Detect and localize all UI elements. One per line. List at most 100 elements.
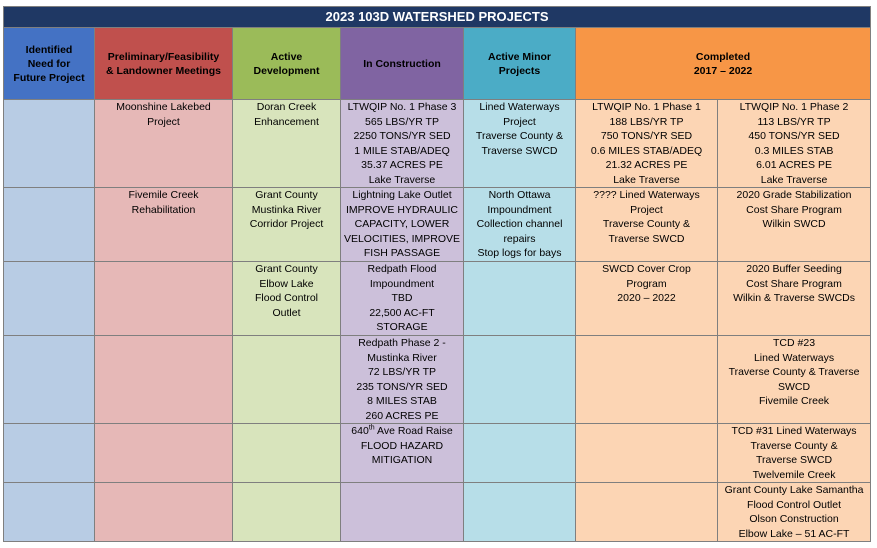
cell-line: Traverse County & bbox=[750, 439, 838, 452]
cell-line: Wilkin SWCD bbox=[762, 218, 826, 230]
cell-in-construction: Redpath Phase 2 - Mustinka River 72 LBS/YR… bbox=[340, 335, 464, 424]
cell-line: ???? Lined Waterways bbox=[593, 189, 700, 201]
header-active-development: Active Development bbox=[232, 27, 341, 100]
cell-line: Project bbox=[147, 115, 180, 128]
cell-line: Flood Control Outlet bbox=[747, 498, 842, 511]
cell-line: 22,500 AC-FT bbox=[369, 306, 435, 319]
cell-line: Traverse SWCD bbox=[756, 454, 833, 466]
cell-active-development bbox=[232, 423, 341, 483]
cell-completed: 2020 Buffer Seeding Cost Share Program Wil… bbox=[716, 261, 872, 336]
header-text: 2017 – 2022 bbox=[693, 64, 753, 77]
cell-completed: TCD #31 Lined Waterways Traverse County &… bbox=[716, 423, 872, 483]
table-row: Redpath Phase 2 - Mustinka River 72 LBS/YR… bbox=[3, 335, 872, 424]
cell-line: 750 TONS/YR SED bbox=[600, 130, 693, 142]
cell-line: Grant County bbox=[255, 263, 318, 275]
cell-line: Traverse County & Traverse bbox=[728, 366, 860, 378]
cell-completed bbox=[575, 423, 718, 483]
cell-completed bbox=[575, 482, 718, 542]
cell-identified bbox=[3, 261, 95, 336]
cell-line: repairs bbox=[503, 232, 536, 245]
table-row: Moonshine Lakebed Project Doran Creek Enhan… bbox=[3, 99, 872, 188]
cell-line: STORAGE bbox=[376, 321, 428, 333]
cell-line: TBD bbox=[391, 292, 413, 304]
cell-completed: ???? Lined Waterways Project Traverse Coun… bbox=[575, 187, 718, 262]
cell-preliminary bbox=[94, 335, 233, 424]
cell-active-development: Grant County Elbow Lake Flood Control Outle… bbox=[232, 261, 341, 336]
cell-line: Lined Waterways bbox=[479, 101, 560, 113]
cell-line: 72 LBS/YR TP bbox=[367, 366, 437, 378]
cell-line: 2020 Buffer Seeding bbox=[746, 263, 842, 275]
cell-line: FLOOD HAZARD bbox=[360, 439, 444, 452]
cell-line: Traverse SWCD bbox=[481, 144, 558, 157]
cell-line: Flood Control bbox=[254, 292, 319, 304]
cell-active-development: Grant County Mustinka River Corridor Proje… bbox=[232, 187, 341, 262]
cell-active-minor bbox=[463, 335, 576, 424]
cell-line: Lined Waterways bbox=[753, 351, 835, 364]
cell-line: MITIGATION bbox=[371, 454, 433, 466]
table-row: 640th Ave Road Raise FLOOD HAZARD MITIGATI… bbox=[3, 423, 872, 483]
cell-line: LTWQIP No. 1 Phase 1 bbox=[592, 101, 701, 113]
cell-line: Redpath Phase 2 - bbox=[358, 337, 446, 349]
cell-identified bbox=[3, 99, 95, 188]
cell-line: 0.3 MILES STAB bbox=[754, 144, 834, 157]
cell-line: 21.32 ACRES PE bbox=[605, 159, 688, 171]
header-text: Future Project bbox=[13, 71, 85, 84]
cell-line: Fivemile Creek bbox=[128, 189, 199, 201]
cell-line: Corridor Project bbox=[249, 218, 324, 230]
cell-line: Moonshine Lakebed bbox=[116, 101, 211, 113]
cell-line: 260 ACRES PE bbox=[365, 409, 439, 422]
cell-in-construction: Redpath Flood Impoundment TBD 22,500 AC-FT S… bbox=[340, 261, 464, 336]
cell-active-development: Doran Creek Enhancement bbox=[232, 99, 341, 188]
cell-active-minor: North Ottawa Impoundment Collection channe… bbox=[463, 187, 576, 262]
header-active-minor: Active Minor Projects bbox=[463, 27, 576, 100]
header-text: Completed bbox=[695, 50, 751, 63]
table-row: Grant County Elbow Lake Flood Control Outle… bbox=[3, 261, 872, 336]
cell-completed: SWCD Cover Crop Program 2020 – 2022 bbox=[575, 261, 718, 336]
cell-line: TCD #31 Lined Waterways bbox=[731, 425, 857, 437]
cell-line: 640th Ave Road Raise bbox=[343, 425, 461, 439]
cell-line: Mustinka River bbox=[251, 203, 322, 216]
header-text: Projects bbox=[498, 64, 541, 77]
cell-in-construction: LTWQIP No. 1 Phase 3 565 LBS/YR TP 2250 TO… bbox=[340, 99, 464, 188]
cell-line: 0.6 MILES STAB/ADEQ bbox=[590, 144, 703, 157]
cell-line: 113 LBS/YR TP bbox=[757, 115, 831, 128]
cell-line: Elbow Lake bbox=[259, 277, 314, 290]
cell-line: Cost Share Program bbox=[746, 203, 842, 216]
cell-line: Project bbox=[503, 115, 536, 128]
cell-preliminary: Moonshine Lakebed Project bbox=[94, 99, 233, 188]
cell-completed: TCD #23 Lined Waterways Traverse County & … bbox=[716, 335, 872, 424]
header-completed: Completed 2017 – 2022 bbox=[574, 27, 872, 100]
header-text: Need for bbox=[27, 57, 71, 70]
road-number: 640 bbox=[351, 425, 369, 437]
cell-line: Lake Traverse bbox=[613, 173, 680, 186]
cell-line: Impoundment bbox=[369, 277, 435, 290]
cell-in-construction bbox=[340, 482, 464, 542]
cell-active-minor: Lined Waterways Project Traverse County & T… bbox=[463, 99, 576, 188]
cell-line: 2020 Grade Stabilization bbox=[736, 189, 852, 201]
cell-line: 450 TONS/YR SED bbox=[748, 130, 840, 142]
cell-completed: LTWQIP No. 1 Phase 1 188 LBS/YR TP 750 TON… bbox=[575, 99, 718, 188]
cell-completed: 2020 Grade Stabilization Cost Share Progr… bbox=[716, 187, 872, 262]
header-text: Active Minor bbox=[487, 50, 551, 63]
cell-line: 235 TONS/YR SED bbox=[356, 380, 448, 393]
cell-line: SWCD bbox=[777, 380, 811, 393]
cell-completed: LTWQIP No. 1 Phase 2 113 LBS/YR TP 450 TON… bbox=[716, 99, 872, 188]
cell-line: Traverse County & bbox=[475, 130, 564, 142]
cell-line: 2250 TONS/YR SED bbox=[353, 130, 451, 142]
cell-line: Outlet bbox=[272, 306, 301, 319]
cell-line: LTWQIP No. 1 Phase 2 bbox=[739, 101, 849, 113]
cell-active-development bbox=[232, 335, 341, 424]
cell-line: Doran Creek bbox=[256, 101, 317, 113]
cell-active-minor bbox=[463, 261, 576, 336]
header-identified: Identified Need for Future Project bbox=[3, 27, 95, 100]
cell-in-construction: 640th Ave Road Raise FLOOD HAZARD MITIGATI… bbox=[340, 423, 464, 483]
cell-line: Collection channel bbox=[476, 218, 563, 230]
cell-identified bbox=[3, 423, 95, 483]
cell-preliminary: Fivemile Creek Rehabilitation bbox=[94, 187, 233, 262]
cell-line: Project bbox=[630, 203, 663, 216]
header-text: & Landowner Meetings bbox=[106, 64, 221, 77]
cell-line: Lake Traverse bbox=[760, 173, 828, 186]
cell-line: 35.37 ACRES PE bbox=[361, 159, 443, 171]
cell-identified bbox=[3, 187, 95, 262]
header-text: In Construction bbox=[363, 57, 441, 70]
